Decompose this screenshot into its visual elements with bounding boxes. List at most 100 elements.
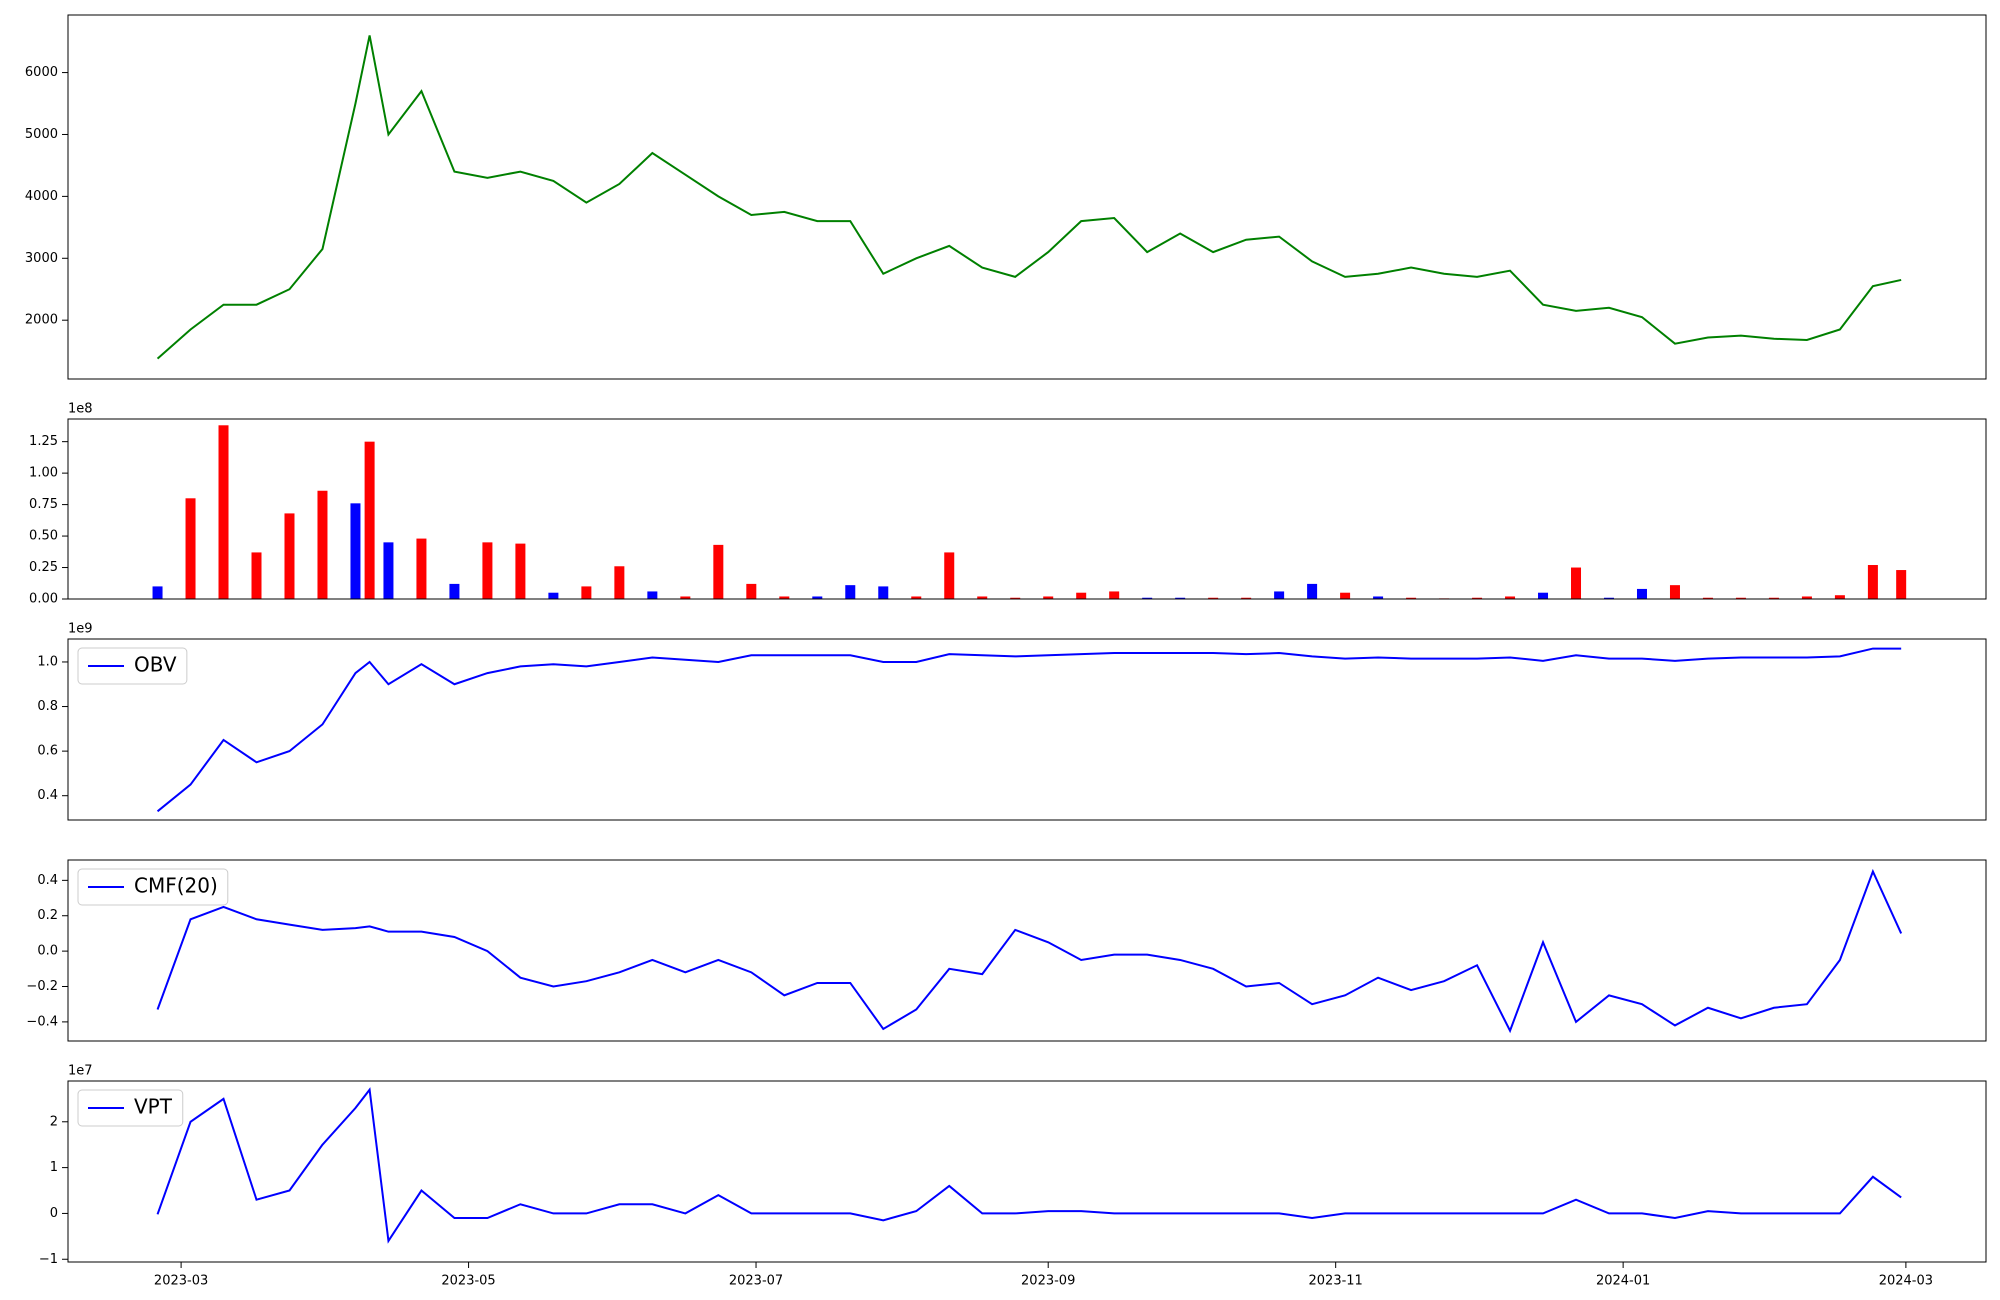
bar xyxy=(878,586,889,599)
y-tick-label: 1 xyxy=(50,1160,58,1175)
x-tick-label: 2023-11 xyxy=(1309,1274,1363,1289)
bar xyxy=(1768,597,1779,599)
bar xyxy=(779,596,790,599)
bar xyxy=(317,490,328,599)
y-tick-label: 4000 xyxy=(25,189,58,204)
y-tick-label: 3000 xyxy=(25,251,58,266)
y-tick-label: 0.6 xyxy=(37,744,58,759)
bar xyxy=(364,441,375,599)
bar xyxy=(1867,565,1878,599)
bar xyxy=(383,542,394,599)
bar xyxy=(713,544,724,599)
axes-frame xyxy=(67,418,1987,600)
y-tick-label: 1.00 xyxy=(29,466,58,481)
bar xyxy=(416,538,427,599)
legend-box xyxy=(77,1089,184,1127)
legend-box xyxy=(77,868,229,906)
bar xyxy=(1307,583,1318,599)
y-tick-label: 2 xyxy=(50,1114,58,1129)
bar xyxy=(845,585,856,599)
y-tick-label: 0.75 xyxy=(29,497,58,512)
bar xyxy=(482,542,493,599)
bar xyxy=(1010,597,1021,599)
bar xyxy=(614,566,625,599)
bar xyxy=(746,583,757,599)
axes-frame xyxy=(67,14,1987,380)
bar xyxy=(1043,596,1054,599)
bar xyxy=(1175,597,1186,599)
y-tick-label: −0.4 xyxy=(26,1014,58,1029)
y-tick-label: 0.4 xyxy=(37,873,58,888)
y-offset-label: 1e9 xyxy=(68,622,93,637)
axes-frame xyxy=(67,1080,1987,1263)
series-line xyxy=(156,1087,1902,1244)
bar xyxy=(1669,585,1680,599)
y-offset-label: 1e8 xyxy=(68,402,93,417)
legend-label: VPT xyxy=(134,1095,173,1119)
bar xyxy=(251,552,262,599)
bar xyxy=(284,513,295,599)
bar xyxy=(1274,591,1285,599)
y-tick-label: 0.8 xyxy=(37,699,58,714)
bar xyxy=(1834,595,1845,599)
y-tick-label: 0.50 xyxy=(29,529,58,544)
bar xyxy=(647,591,658,599)
bar xyxy=(1142,597,1153,599)
y-tick-label: 0.00 xyxy=(29,592,58,607)
y-tick-label: 6000 xyxy=(25,65,58,80)
y-tick-label: 0.4 xyxy=(37,788,58,803)
bar xyxy=(1472,597,1483,599)
bar xyxy=(911,596,922,599)
bar xyxy=(1896,570,1907,599)
bar xyxy=(1241,597,1252,599)
x-tick-label: 2023-05 xyxy=(441,1274,495,1289)
bar xyxy=(1538,592,1549,599)
bar xyxy=(1208,597,1219,599)
x-tick-label: 2024-01 xyxy=(1596,1274,1650,1289)
bar xyxy=(812,596,823,599)
bar xyxy=(1406,597,1417,599)
legend-label: OBV xyxy=(134,653,177,677)
bar xyxy=(152,586,163,599)
y-tick-label: 1.25 xyxy=(29,434,58,449)
y-offset-label: 1e7 xyxy=(68,1064,93,1079)
bar xyxy=(1340,592,1351,599)
x-tick-label: 2024-03 xyxy=(1879,1274,1933,1289)
series-line xyxy=(156,35,1902,360)
bar xyxy=(350,503,361,599)
bar xyxy=(1373,596,1384,599)
y-tick-label: 0 xyxy=(50,1206,58,1221)
bar xyxy=(548,592,559,599)
axes-frame xyxy=(67,859,1987,1042)
bar xyxy=(185,498,196,599)
bar xyxy=(1636,588,1647,599)
y-tick-label: −0.2 xyxy=(26,979,58,994)
y-tick-label: 0.2 xyxy=(37,908,58,923)
bar xyxy=(515,543,526,599)
bar xyxy=(944,552,955,599)
bar xyxy=(1603,597,1614,599)
bar xyxy=(1109,591,1120,599)
bar xyxy=(1076,592,1087,599)
x-tick-label: 2023-07 xyxy=(729,1274,783,1289)
bar xyxy=(581,586,592,599)
y-tick-label: −1 xyxy=(39,1252,58,1267)
x-tick-label: 2023-09 xyxy=(1021,1274,1075,1289)
x-tick-label: 2023-03 xyxy=(154,1274,208,1289)
axes-frame xyxy=(67,638,1987,821)
y-tick-label: 0.0 xyxy=(37,944,58,959)
bar xyxy=(1571,567,1582,599)
bar xyxy=(680,596,691,599)
y-tick-label: 5000 xyxy=(25,127,58,142)
series-line xyxy=(156,647,1902,813)
y-tick-label: 2000 xyxy=(25,313,58,328)
legend-box xyxy=(77,647,188,685)
y-tick-label: 1.0 xyxy=(37,654,58,669)
bar xyxy=(218,425,229,599)
series-line xyxy=(156,868,1903,1034)
bar xyxy=(449,583,460,599)
legend-label: CMF(20) xyxy=(134,874,218,898)
bar xyxy=(1505,596,1516,599)
